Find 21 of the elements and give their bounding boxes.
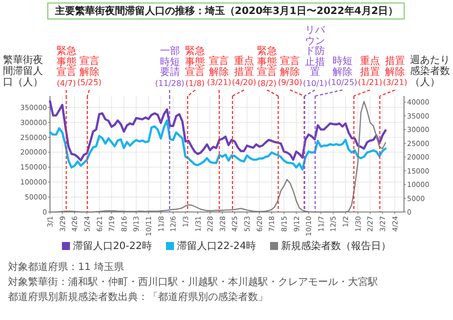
text: 対象繁華街：浦和駅・仲町・西川口駅・川越駅・本川越駅・クレアモール・大宮駅: [8, 276, 378, 288]
legend-label: 滞留人口20-22時: [72, 240, 152, 252]
ref-line-label: 時短解除(10/25): [328, 56, 358, 88]
ref-line-label: 重点措置(1/21): [358, 56, 382, 88]
legend-label: 滞留人口22-24時: [177, 240, 256, 252]
ref-line-label: 宣言解除(5/25): [77, 56, 102, 88]
ref-line-label: 一部時短要請(11/28): [155, 46, 184, 89]
ref-line-label: 宣言解除(3/21): [207, 56, 232, 88]
text: 対象都道府県：11 埼玉県: [8, 261, 124, 273]
ref-line-label: 緊急事態宣言(4/7): [56, 46, 76, 89]
ref-line-label: 重点措置(4/20): [232, 56, 256, 88]
ref-line-label: 緊急事態宣言(1/8): [185, 46, 206, 89]
text: 都道府県別新規感染者数出典：「都道府県別の感染者数」: [8, 291, 268, 303]
ref-line-label: リバウンド防止措置(10/1): [303, 25, 328, 89]
legend-label: 新規感染者数（報告日）: [281, 240, 392, 252]
ref-line-label: 措置解除(3/21): [383, 56, 408, 88]
ref-line-label: 宣言解除(9/30): [278, 56, 302, 88]
ref-line-label: 緊急事態宣言(8/2): [257, 46, 277, 89]
chart-title: 主要繁華街夜間滞留人口の推移：埼玉（2020年3月1日〜2022年4月2日）: [54, 5, 398, 17]
y-axis-title: 繁華街夜間滞留人口（人）: [3, 55, 43, 88]
y2-axis-title: 週あたり感染者数（人）: [410, 55, 450, 88]
